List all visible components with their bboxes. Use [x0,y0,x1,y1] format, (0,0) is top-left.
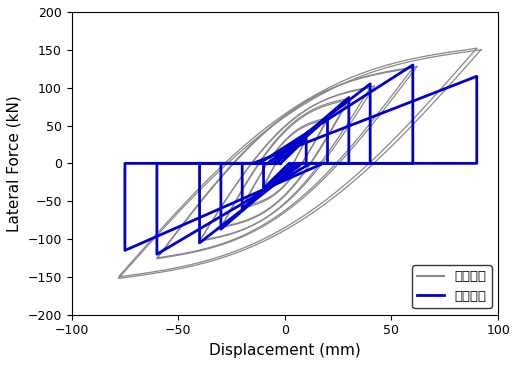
해석결과 [303,136,309,141]
Y-axis label: Lateral Force (kN): Lateral Force (kN) [7,95,22,232]
Line: 해석결과: 해석결과 [264,138,306,188]
해석결과 [303,150,309,155]
실험결과 [297,138,303,143]
실험결과 [261,184,267,188]
해석결과 [276,161,282,166]
해석결과 [278,161,284,166]
Line: 실험결과: 실험결과 [264,139,306,186]
실험결과 [290,142,296,146]
해석결과 [262,185,268,189]
실험결과 [303,137,309,141]
실험결과 [303,137,309,141]
해석결과 [261,186,267,191]
실험결과 [299,138,306,142]
해석결과 [278,161,284,166]
실험결과 [275,178,281,183]
해석결과 [290,161,296,166]
X-axis label: Displacement (mm): Displacement (mm) [209,343,361,358]
실험결과 [274,159,280,164]
해석결과 [286,161,292,166]
실험결과 [297,148,303,153]
Legend: 실험결과, 해석결과: 실험결과, 해석결과 [412,265,492,308]
해석결과 [271,161,278,166]
